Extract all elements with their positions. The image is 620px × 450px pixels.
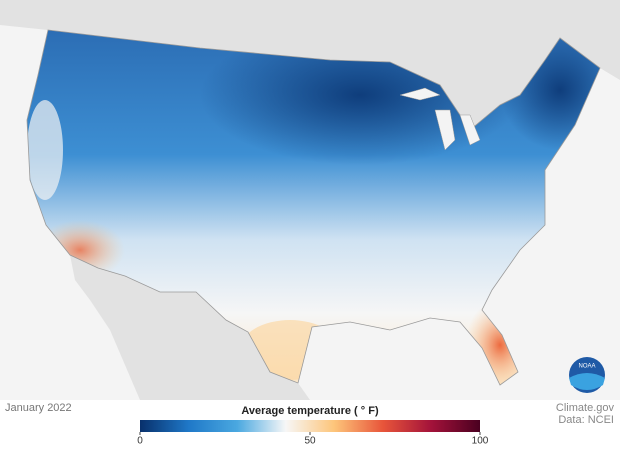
colorbar-tick-label: 0 bbox=[137, 436, 143, 447]
noaa-logo: NOAA bbox=[569, 357, 605, 393]
great-lakes bbox=[399, 87, 481, 151]
colorbar-tick-label: 100 bbox=[472, 436, 489, 447]
mexico bbox=[70, 255, 310, 400]
date-label: January 2022 bbox=[5, 402, 72, 414]
colorbar-title: Average temperature ( ° F) bbox=[241, 405, 379, 417]
colorbar-bar bbox=[140, 420, 480, 432]
colorbar-tick-label: 50 bbox=[304, 436, 316, 447]
credit: Climate.gov bbox=[556, 402, 615, 414]
source: Data: NCEI bbox=[558, 414, 614, 426]
canada bbox=[0, 0, 620, 130]
logo-text: NOAA bbox=[578, 364, 595, 370]
coast-region bbox=[27, 100, 63, 200]
logo-wave bbox=[569, 373, 605, 390]
colorbar: 0 50 100 bbox=[137, 420, 489, 447]
us-outline bbox=[26, 29, 601, 386]
